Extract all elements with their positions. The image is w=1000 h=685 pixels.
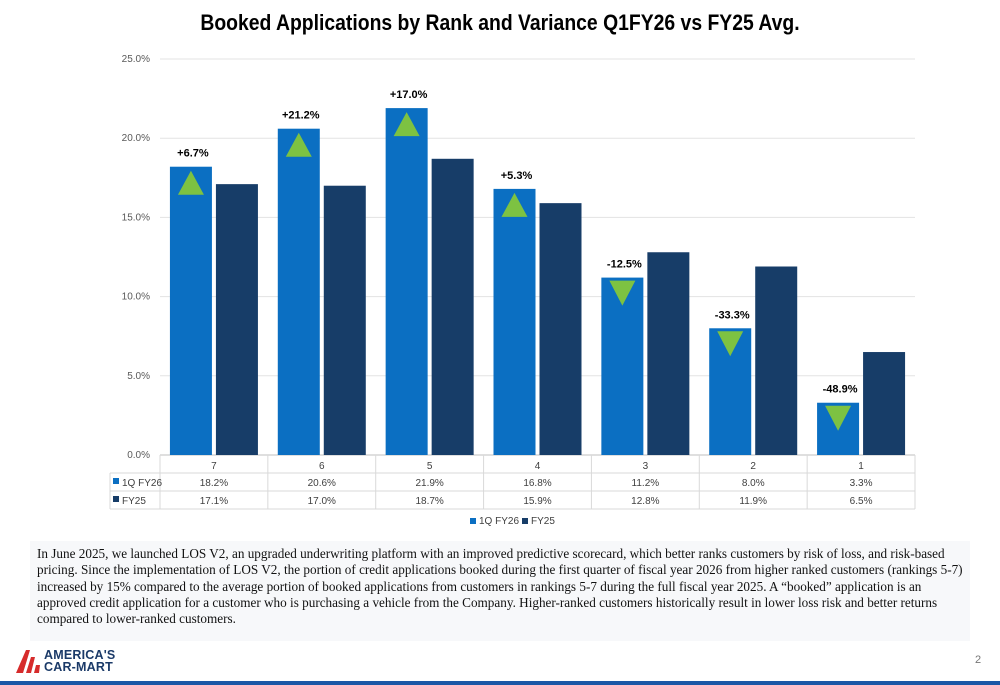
bar-1q-fy26 xyxy=(277,128,320,456)
table-cell-fy25: 6.5% xyxy=(850,496,873,507)
legend-label-1q-fy26: 1Q FY26 xyxy=(479,516,519,527)
arrow-up-icon xyxy=(177,170,204,195)
table-cell-1q-fy26: 18.2% xyxy=(200,478,228,489)
arrow-down-icon xyxy=(825,405,852,431)
bar-fy25 xyxy=(323,185,366,455)
y-tick-label: 10.0% xyxy=(122,292,150,303)
table-cell-1q-fy26: 11.2% xyxy=(632,478,660,489)
bar-chart: 0.0% 5.0% 10.0% 15.0% 20.0% 25.0% +6.7% +21.2% +… xyxy=(109,54,916,527)
x-category-label: 5 xyxy=(427,461,433,472)
table-cell-fy25: 12.8% xyxy=(631,496,659,507)
variance-label: +6.7% xyxy=(177,148,209,160)
variance-label: +5.3% xyxy=(501,170,533,182)
bar-fy25 xyxy=(539,203,582,455)
table-cell-1q-fy26: 16.8% xyxy=(523,478,551,489)
bar-fy25 xyxy=(215,184,258,456)
logo-line-1: AMERICA'S xyxy=(44,648,116,662)
row-key-1q-fy26 xyxy=(113,478,119,484)
company-logo-icon xyxy=(16,650,40,673)
bar-1q-fy26 xyxy=(385,108,428,455)
bar-1q-fy26 xyxy=(169,166,212,455)
table-cell-fy25: 17.0% xyxy=(308,496,336,507)
y-tick-label: 5.0% xyxy=(127,371,150,382)
table-cell-fy25: 15.9% xyxy=(523,496,551,507)
row-header-1q-fy26: 1Q FY26 xyxy=(122,478,162,489)
chart-title: Booked Applications by Rank and Variance… xyxy=(200,10,800,35)
legend-swatch-fy25 xyxy=(522,518,528,524)
x-category-label: 4 xyxy=(535,461,541,472)
row-key-fy25 xyxy=(113,496,119,502)
legend-swatch-1q-fy26 xyxy=(470,518,476,524)
table-cell-fy25: 17.1% xyxy=(200,496,228,507)
arrow-up-icon xyxy=(393,112,420,137)
bar-1q-fy26 xyxy=(601,277,644,455)
variance-label: -33.3% xyxy=(715,309,750,321)
x-category-label: 1 xyxy=(858,461,864,472)
bar-fy25 xyxy=(755,266,798,455)
y-tick-label: 0.0% xyxy=(127,450,150,461)
description-paragraph: In June 2025, we launched LOS V2, an upg… xyxy=(30,541,970,641)
bar-fy25 xyxy=(647,252,690,455)
y-tick-label: 25.0% xyxy=(122,54,150,65)
table-cell-1q-fy26: 8.0% xyxy=(742,478,765,489)
arrow-up-icon xyxy=(501,192,528,217)
company-logo-text: AMERICA'S CAR-MART xyxy=(44,648,116,674)
footer-bar xyxy=(0,681,1000,685)
legend-label-fy25: FY25 xyxy=(531,516,555,527)
variance-label: -48.9% xyxy=(823,384,858,396)
table-cell-1q-fy26: 21.9% xyxy=(415,478,443,489)
bar-fy25 xyxy=(431,158,474,456)
arrow-down-icon xyxy=(609,280,636,306)
variance-label: +21.2% xyxy=(282,110,320,122)
table-cell-1q-fy26: 20.6% xyxy=(308,478,336,489)
y-tick-label: 15.0% xyxy=(122,212,150,223)
bar-1q-fy26 xyxy=(493,188,536,455)
variance-label: +17.0% xyxy=(390,89,428,101)
bar-fy25 xyxy=(863,352,906,455)
x-category-label: 3 xyxy=(643,461,649,472)
y-tick-label: 20.0% xyxy=(122,133,150,144)
logo-line-2: CAR-MART xyxy=(44,660,113,674)
table-cell-1q-fy26: 3.3% xyxy=(850,478,873,489)
x-category-label: 6 xyxy=(319,461,325,472)
table-cell-fy25: 18.7% xyxy=(415,496,443,507)
arrow-down-icon xyxy=(717,331,744,357)
x-category-label: 2 xyxy=(750,461,756,472)
row-header-fy25: FY25 xyxy=(122,496,146,507)
arrow-up-icon xyxy=(285,132,312,157)
variance-label: -12.5% xyxy=(607,259,642,271)
table-cell-fy25: 11.9% xyxy=(739,496,767,507)
x-category-label: 7 xyxy=(211,461,217,472)
page-number: 2 xyxy=(975,654,982,666)
